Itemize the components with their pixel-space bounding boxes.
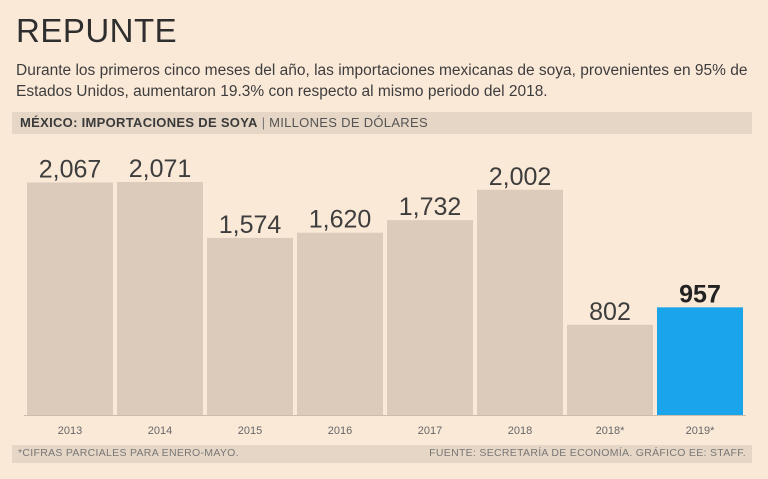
- chart-title: REPUNTE: [16, 12, 178, 49]
- x-tick-label-2018*: 2018*: [596, 425, 625, 437]
- value-label-2018*: 802: [589, 298, 631, 326]
- bar-chart: 2,067 2013 2,071 2014 1,574 2015 1,620 2016 1,73…: [24, 155, 746, 437]
- bar-2018*: [567, 324, 653, 415]
- value-label-2015: 1,574: [219, 211, 282, 239]
- x-tick-label-2017: 2017: [418, 425, 442, 437]
- bar-2018: [477, 189, 563, 415]
- x-tick-label-2014: 2014: [148, 425, 172, 437]
- chart-header: MÉXICO: IMPORTACIONES DE SOYA | MILLONES D…: [20, 115, 428, 130]
- bar-2019*: [657, 307, 743, 415]
- x-tick-label-2018: 2018: [508, 425, 532, 437]
- value-label-2013: 2,067: [39, 155, 102, 183]
- chart-footer-band: *CIFRAS PARCIALES PARA ENERO-MAYO. FUENT…: [12, 445, 752, 463]
- value-label-2019*: 957: [679, 280, 721, 308]
- value-label-2014: 2,071: [129, 155, 192, 183]
- chart-header-separator: |: [261, 115, 266, 130]
- bar-2014: [117, 182, 203, 415]
- chart-header-title: MÉXICO: IMPORTACIONES DE SOYA: [20, 115, 258, 130]
- bar-2013: [27, 182, 113, 415]
- bar-2016: [297, 232, 383, 415]
- bar-2015: [207, 237, 293, 415]
- x-tick-label-2019*: 2019*: [686, 425, 715, 437]
- x-tick-label-2013: 2013: [58, 425, 82, 437]
- x-tick-label-2015: 2015: [238, 425, 262, 437]
- chart-header-band: MÉXICO: IMPORTACIONES DE SOYA | MILLONES D…: [12, 112, 752, 134]
- chart-header-unit: MILLONES DE DÓLARES: [269, 115, 428, 130]
- bar-2017: [387, 220, 473, 415]
- chart-footnote: *CIFRAS PARCIALES PARA ENERO-MAYO.: [18, 447, 239, 459]
- value-label-2017: 1,732: [399, 193, 462, 221]
- chart-subtitle: Durante los primeros cinco meses del año…: [16, 62, 748, 100]
- x-tick-label-2016: 2016: [328, 425, 352, 437]
- value-label-2018: 2,002: [489, 163, 552, 191]
- chart-source: FUENTE: SECRETARÍA DE ECONOMÍA. GRÁFICO …: [429, 447, 746, 459]
- value-label-2016: 1,620: [309, 206, 372, 234]
